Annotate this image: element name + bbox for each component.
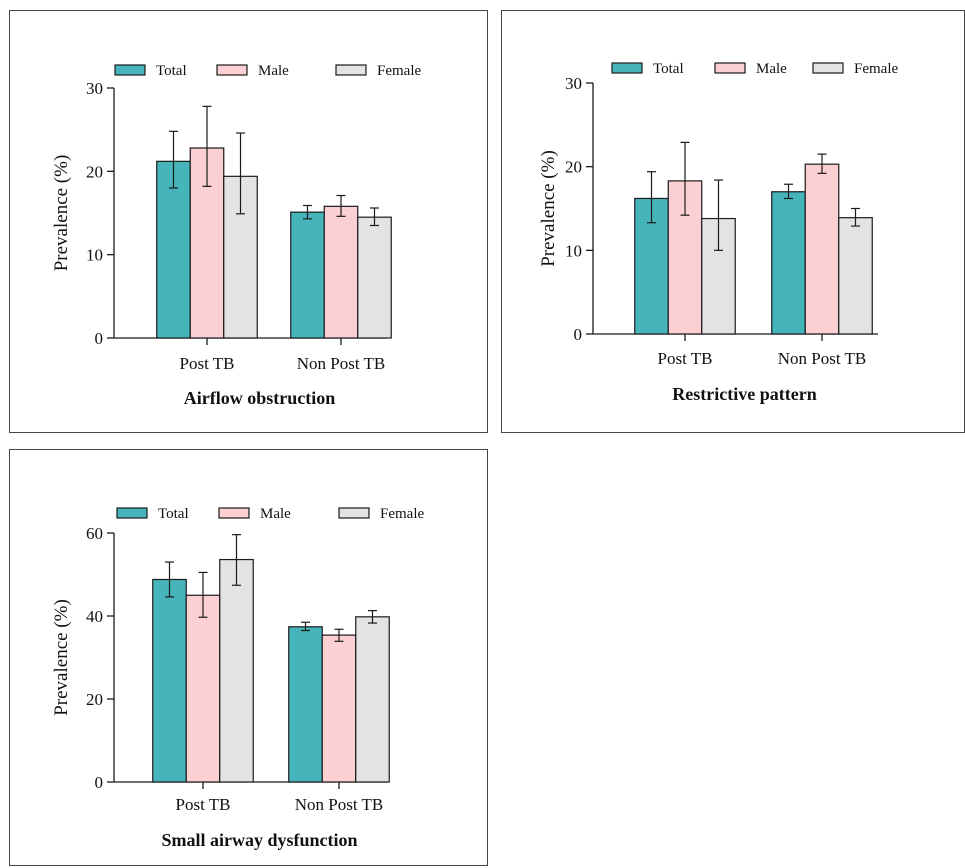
chart-panel-airflow-obstruction: Total Male Female 0 10 20 30 Prevalence (%) Post… [9, 10, 488, 433]
chart-panel-small-airway-dysfunction: Total Male Female 0 20 40 60 Prevalence (%) Post… [9, 449, 488, 866]
legend-swatch-total [116, 507, 148, 519]
y-tick-label: 0 [574, 325, 583, 344]
legend-label-total: Total [653, 61, 684, 77]
legend-swatch-male [216, 64, 248, 76]
legend-label-total: Total [156, 63, 187, 79]
chart-panel-restrictive-pattern: Total Male Female 0 10 20 30 Prevalence (%) Post… [501, 10, 965, 433]
bar-male [185, 594, 221, 783]
bar-total [152, 578, 187, 783]
x-tick-label: Post TB [658, 349, 713, 368]
legend-swatch-female [338, 507, 370, 519]
y-axis-label: Prevalence (%) [51, 155, 72, 272]
bar-male [323, 205, 359, 339]
legend-label-female: Female [854, 61, 898, 77]
legend-label-male: Male [260, 506, 291, 522]
y-tick-label: 10 [565, 241, 582, 260]
x-tick-label: Non Post TB [778, 349, 867, 368]
y-tick-label: 20 [565, 158, 582, 177]
bar-total [288, 626, 323, 783]
legend-label-female: Female [380, 506, 424, 522]
chart-title: Airflow obstruction [184, 388, 336, 408]
y-tick-label: 0 [95, 329, 104, 348]
legend-swatch-total [114, 64, 146, 76]
y-tick-label: 10 [86, 246, 103, 265]
bar-total [156, 160, 191, 339]
y-tick-label: 20 [86, 162, 103, 181]
chart-svg: Total Male Female 0 10 20 30 Prevalence (%) Post… [538, 61, 898, 404]
legend-swatch-female [812, 62, 844, 74]
legend-label-total: Total [158, 506, 189, 522]
chart-svg: Total Male Female 0 20 40 60 Prevalence (%) Post… [51, 506, 424, 850]
chart-title: Restrictive pattern [672, 384, 816, 404]
bar-female [219, 558, 254, 783]
x-tick-label: Non Post TB [295, 795, 384, 814]
bar-female [838, 217, 873, 335]
x-tick-label: Non Post TB [297, 354, 386, 373]
y-tick-label: 30 [86, 79, 103, 98]
bar-total [290, 211, 325, 339]
legend-swatch-male [714, 62, 746, 74]
y-tick-label: 30 [565, 74, 582, 93]
legend-label-female: Female [377, 63, 421, 79]
bar-female [357, 216, 392, 339]
bar-male [321, 634, 357, 783]
legend-label-male: Male [258, 63, 289, 79]
x-tick-label: Post TB [180, 354, 235, 373]
y-tick-label: 0 [95, 773, 104, 792]
bar-total [771, 191, 806, 335]
bar-female [355, 616, 390, 783]
y-tick-label: 20 [86, 690, 103, 709]
chart-svg: Total Male Female 0 10 20 30 Prevalence (%) Post… [51, 63, 421, 408]
bar-male [804, 163, 840, 335]
legend-swatch-total [611, 62, 643, 74]
chart-title: Small airway dysfunction [161, 830, 357, 850]
y-axis-label: Prevalence (%) [538, 150, 559, 267]
legend-label-male: Male [756, 61, 787, 77]
x-tick-label: Post TB [176, 795, 231, 814]
y-tick-label: 40 [86, 607, 103, 626]
legend-swatch-male [218, 507, 250, 519]
y-axis-label: Prevalence (%) [51, 599, 72, 716]
y-tick-label: 60 [86, 524, 103, 543]
legend-swatch-female [335, 64, 367, 76]
